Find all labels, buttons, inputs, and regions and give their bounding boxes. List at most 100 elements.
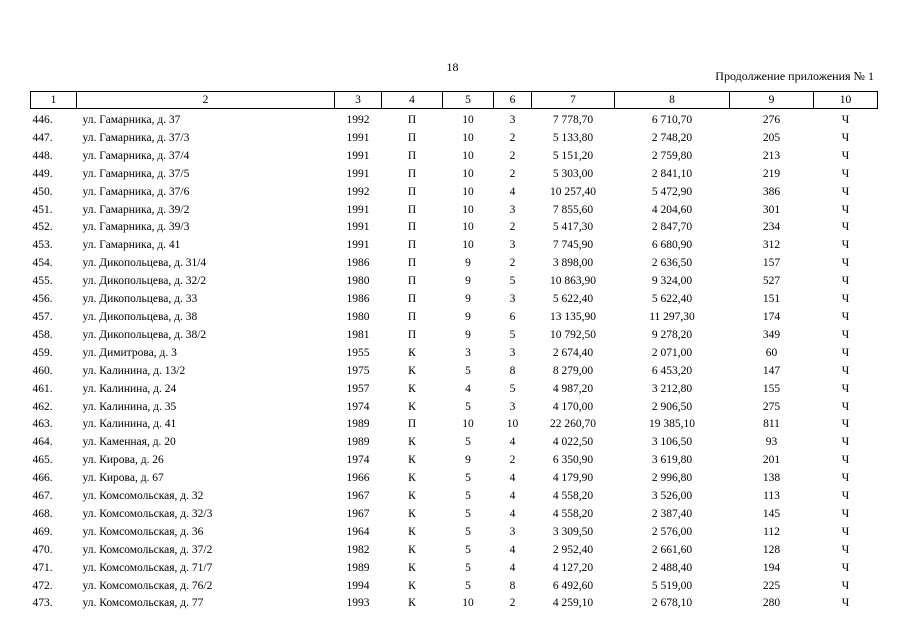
build-year-cell: 1986 xyxy=(346,257,370,270)
residents-cell: 113 xyxy=(763,490,780,503)
living-area-cell: 2 906,50 xyxy=(651,400,693,413)
entrances-cell: 8 xyxy=(509,364,516,377)
build-year-cell: 1994 xyxy=(346,579,370,592)
build-year-cell: 1992 xyxy=(346,114,370,126)
entrances-cell: 6 xyxy=(509,310,516,323)
row-number-cell: 446. xyxy=(32,114,53,126)
residents-cell: 93 xyxy=(765,436,778,449)
floors-cell: 5 xyxy=(465,579,471,592)
entrances-cell: 3 xyxy=(509,114,516,126)
floors-cell: 10 xyxy=(462,597,474,610)
total-area-cell: 2 952,40 xyxy=(552,543,594,556)
table-row: 462. ул. Калинина, д. 35 1974 К 5 3 4 170,00 2 … xyxy=(31,399,878,417)
total-area-cell: 8 279,00 xyxy=(552,364,594,377)
floors-cell: 5 xyxy=(465,436,471,449)
address-cell: ул. Комсомольская, д. 71/7 xyxy=(82,561,213,574)
ownership-type-cell: Ч xyxy=(841,167,850,180)
floors-cell: 9 xyxy=(465,275,471,288)
living-area-cell: 6 680,90 xyxy=(651,239,693,252)
floors-cell: 10 xyxy=(462,239,474,252)
residents-cell: 275 xyxy=(762,400,781,413)
table-row: 473. ул. Комсомольская, д. 77 1993 К 10 2 4 25… xyxy=(31,595,878,613)
ownership-type-cell: Ч xyxy=(841,472,850,485)
address-cell: ул. Комсомольская, д. 36 xyxy=(82,525,204,538)
wall-material-cell: К xyxy=(408,507,416,520)
residents-cell: 205 xyxy=(762,131,781,144)
wall-material-cell: П xyxy=(407,167,417,180)
appendix-continuation-label: Продолжение приложения № 1 xyxy=(715,69,874,83)
residents-cell: 312 xyxy=(762,239,781,252)
floors-cell: 10 xyxy=(462,221,474,234)
row-number-cell: 462. xyxy=(32,400,53,413)
floors-cell: 10 xyxy=(462,203,474,216)
entrances-cell: 4 xyxy=(509,472,516,485)
address-cell: ул. Гамарника, д. 37/3 xyxy=(82,131,190,144)
row-number-cell: 458. xyxy=(32,328,53,341)
living-area-cell: 2 576,00 xyxy=(651,525,693,538)
address-cell: ул. Дикопольцева, д. 38 xyxy=(82,310,198,323)
residents-cell: 201 xyxy=(762,454,781,467)
floors-cell: 9 xyxy=(465,328,471,341)
table-row: 455. ул. Дикопольцева, д. 32/2 1980 П 9 5 10 8… xyxy=(31,273,878,291)
column-header: 10 xyxy=(813,91,878,109)
column-header: 5 xyxy=(442,91,494,109)
row-number-cell: 469. xyxy=(32,525,53,538)
address-cell: ул. Дикопольцева, д. 33 xyxy=(82,293,198,306)
residents-cell: 527 xyxy=(762,275,781,288)
residents-cell: 174 xyxy=(762,310,781,323)
ownership-type-cell: Ч xyxy=(841,400,850,413)
entrances-cell: 3 xyxy=(509,400,516,413)
total-area-cell: 5 133,80 xyxy=(552,131,594,144)
residents-cell: 280 xyxy=(762,597,781,610)
address-cell: ул. Комсомольская, д. 32/3 xyxy=(82,507,213,520)
living-area-cell: 6 453,20 xyxy=(651,364,693,377)
row-number-cell: 473. xyxy=(32,597,53,610)
build-year-cell: 1989 xyxy=(346,418,370,431)
address-cell: ул. Гамарника, д. 41 xyxy=(82,239,181,252)
row-number-cell: 464. xyxy=(32,436,53,449)
total-area-cell: 22 260,70 xyxy=(550,418,596,431)
total-area-cell: 5 417,30 xyxy=(552,221,594,234)
residents-cell: 301 xyxy=(762,203,781,216)
ownership-type-cell: Ч xyxy=(841,346,850,359)
total-area-cell: 10 863,90 xyxy=(550,275,596,288)
build-year-cell: 1966 xyxy=(346,472,370,485)
ownership-type-cell: Ч xyxy=(841,203,850,216)
entrances-cell: 4 xyxy=(509,561,516,574)
residents-cell: 234 xyxy=(762,221,781,234)
table-row: 465. ул. Кирова, д. 26 1974 К 9 2 6 350,90 3 61… xyxy=(31,452,878,470)
wall-material-cell: П xyxy=(407,239,417,252)
build-year-cell: 1980 xyxy=(346,310,370,323)
living-area-cell: 5 519,00 xyxy=(651,579,693,592)
table-row: 459. ул. Димитрова, д. 3 1955 К 3 3 2 674,40 2 … xyxy=(31,345,878,363)
ownership-type-cell: Ч xyxy=(841,561,850,574)
ownership-type-cell: Ч xyxy=(841,454,850,467)
row-number-cell: 463. xyxy=(32,418,53,431)
table-row: 456. ул. Дикопольцева, д. 33 1986 П 9 3 5 622,… xyxy=(31,291,878,309)
entrances-cell: 4 xyxy=(509,490,516,503)
ownership-type-cell: Ч xyxy=(841,382,850,395)
residents-cell: 155 xyxy=(762,382,781,395)
living-area-cell: 2 678,10 xyxy=(651,597,693,610)
row-number-cell: 450. xyxy=(32,185,53,198)
total-area-cell: 5 151,20 xyxy=(552,149,594,162)
row-number-cell: 466. xyxy=(32,472,53,485)
ownership-type-cell: Ч xyxy=(841,364,850,377)
total-area-cell: 3 898,00 xyxy=(552,257,594,270)
entrances-cell: 8 xyxy=(509,579,516,592)
table-row: 467. ул. Комсомольская, д. 32 1967 К 5 4 4 558… xyxy=(31,488,878,506)
address-cell: ул. Гамарника, д. 37/5 xyxy=(82,167,190,180)
wall-material-cell: К xyxy=(408,490,416,503)
total-area-cell: 4 558,20 xyxy=(552,490,594,503)
residents-cell: 811 xyxy=(763,418,780,431)
wall-material-cell: П xyxy=(407,114,417,126)
table-row: 446. ул. Гамарника, д. 37 1992 П 10 3 7 778,70… xyxy=(31,112,878,130)
living-area-cell: 5 622,40 xyxy=(651,293,693,306)
wall-material-cell: П xyxy=(407,418,417,431)
ownership-type-cell: Ч xyxy=(841,149,850,162)
table-row: 453. ул. Гамарника, д. 41 1991 П 10 3 7 745,90… xyxy=(31,237,878,255)
table-row: 469. ул. Комсомольская, д. 36 1964 К 5 3 3 309… xyxy=(31,524,878,542)
wall-material-cell: К xyxy=(408,364,416,377)
living-area-cell: 2 661,60 xyxy=(651,543,693,556)
floors-cell: 10 xyxy=(462,185,474,198)
